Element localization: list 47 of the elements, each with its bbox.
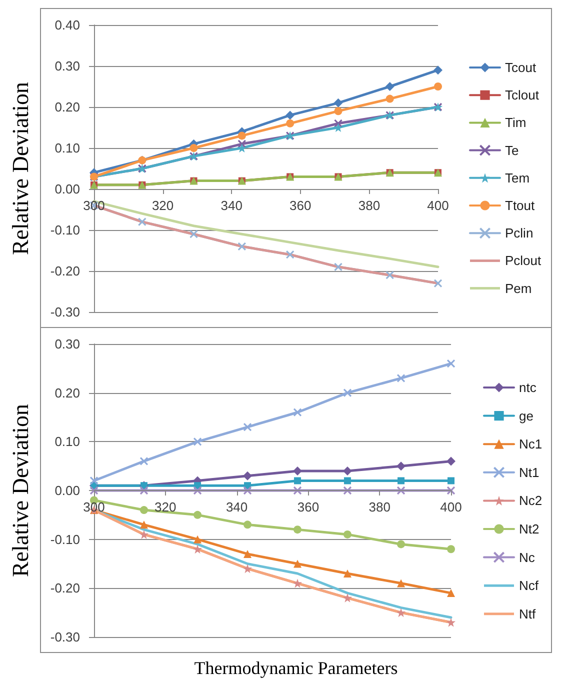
legend-label: Nc: [519, 550, 536, 565]
x-tick-label: 340: [226, 500, 248, 514]
x-tick-label: 340: [220, 198, 242, 213]
legend-label: Nc2: [519, 493, 542, 508]
legend-label: Tim: [505, 115, 526, 130]
y-axis-title: Relative Deviation: [8, 81, 33, 256]
x-tick-label: 400: [440, 500, 462, 514]
y-axis-title: Relative Deviation: [8, 403, 33, 578]
y-tick-label: -0.30: [50, 304, 80, 320]
y-tick-label: 0.30: [54, 336, 80, 352]
legend-label: Ttout: [505, 198, 536, 213]
y-tick-label: 0.00: [54, 483, 80, 498]
y-tick-label: -0.30: [50, 630, 80, 644]
y-tick-label: 0.00: [54, 182, 80, 196]
y-tick-label: 0.40: [54, 18, 80, 32]
legend-label: Ncf: [519, 578, 539, 594]
legend-label: Pclout: [505, 253, 542, 268]
y-tick-label: 0.30: [54, 58, 80, 74]
y-tick-label: -0.10: [50, 222, 80, 238]
legend-label: Pclin: [505, 226, 534, 241]
x-tick-label: 400: [427, 198, 449, 213]
legend-label: ntc: [519, 380, 537, 395]
legend-label: Tclout: [505, 88, 540, 103]
y-tick-label: 0.10: [54, 434, 80, 450]
legend-label: ge: [519, 408, 534, 424]
x-tick-label: 300: [83, 198, 105, 213]
x-tick-label: 380: [368, 500, 390, 514]
legend-label: Tcout: [505, 60, 536, 75]
legend-label: Nt1: [519, 464, 540, 480]
x-axis-title: Thermodynamic Parameters: [194, 658, 398, 678]
x-tick-label: 380: [358, 198, 380, 213]
y-tick-label: -0.20: [50, 580, 80, 596]
x-tick-label: 320: [154, 500, 176, 514]
x-tick-label: 360: [290, 198, 312, 213]
x-tick-label: 360: [297, 500, 320, 514]
y-tick-label: 0.20: [54, 100, 80, 114]
legend-label: Te: [505, 142, 519, 158]
legend-label: Nt2: [519, 522, 540, 536]
y-tick-label: -0.20: [50, 264, 80, 278]
y-tick-label: -0.10: [50, 532, 80, 547]
y-tick-label: 0.20: [54, 385, 80, 400]
legend-label: Ntf: [519, 606, 536, 622]
y-tick-label: 0.10: [54, 140, 80, 156]
legend-label: Tem: [505, 170, 530, 186]
legend-label: Nc1: [519, 436, 542, 452]
x-tick-label: 320: [152, 198, 174, 213]
legend-label: Pem: [505, 280, 532, 296]
